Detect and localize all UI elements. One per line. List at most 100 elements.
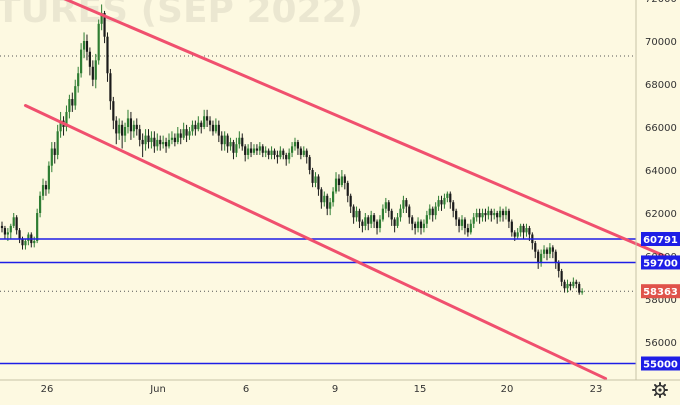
candle-body	[97, 23, 100, 61]
candle	[340, 170, 343, 188]
x-tick-label: Jun	[149, 384, 166, 395]
candle	[85, 34, 89, 61]
candle	[352, 204, 355, 224]
candle	[141, 133, 144, 158]
candle	[463, 217, 467, 235]
y-tick-label: 66000	[645, 123, 677, 134]
candle-body	[548, 247, 552, 254]
candle-body	[522, 225, 525, 233]
candle	[481, 208, 484, 222]
candle	[94, 53, 97, 89]
candle-body	[82, 41, 86, 50]
candle-body	[167, 139, 171, 147]
candle	[416, 217, 420, 233]
candle-body	[466, 228, 469, 233]
candle	[455, 208, 458, 226]
candle-body	[443, 197, 446, 205]
candle-body	[147, 135, 150, 143]
candle-body	[572, 281, 575, 287]
candle-body	[123, 127, 127, 136]
candle-body	[560, 271, 563, 282]
candle	[548, 243, 552, 259]
candle-body	[493, 213, 496, 216]
y-tick-label: 72000	[645, 0, 677, 5]
candle-body	[296, 142, 300, 149]
candle-body	[349, 195, 352, 207]
candle	[334, 172, 338, 194]
candle-body	[525, 228, 528, 233]
candle	[197, 116, 200, 132]
candle	[82, 32, 86, 59]
candle-body	[238, 137, 241, 145]
candle	[109, 68, 112, 110]
channel-upper-line	[63, 0, 680, 265]
candle-body	[490, 210, 493, 216]
last-price-badge-bg	[641, 284, 680, 299]
candle-body	[135, 124, 138, 130]
candle	[440, 195, 443, 211]
candle-body	[188, 131, 191, 136]
candle	[206, 109, 209, 127]
candle	[223, 131, 226, 151]
candle-body	[308, 157, 311, 170]
candle	[156, 133, 159, 151]
candle	[106, 32, 109, 82]
candle-body	[361, 221, 364, 226]
x-tick-label: 26	[41, 384, 54, 395]
candle	[343, 174, 346, 190]
candle-body	[378, 219, 382, 229]
candle	[159, 135, 162, 151]
candle	[472, 213, 475, 229]
x-tick-label: 23	[590, 384, 603, 395]
candle-body	[358, 210, 361, 222]
candle	[18, 228, 21, 244]
candle-body	[220, 135, 223, 145]
candle	[249, 142, 253, 158]
gear-icon[interactable]	[652, 382, 668, 398]
candle-body	[80, 49, 83, 74]
candle	[112, 96, 115, 130]
candle-body	[373, 215, 376, 222]
candle-body	[18, 230, 21, 239]
candle	[185, 124, 188, 143]
candle	[68, 94, 71, 119]
candle-body	[329, 202, 332, 209]
candle-body	[91, 66, 94, 80]
candle-body	[367, 217, 370, 224]
candle	[507, 208, 510, 229]
candle-body	[159, 139, 162, 145]
candle-body	[496, 213, 499, 218]
candle-body	[499, 210, 502, 218]
level-badge-55000-label: 55000	[643, 359, 678, 370]
candle	[115, 116, 118, 145]
candle-body	[419, 221, 423, 229]
candle	[302, 146, 305, 158]
candle	[132, 120, 135, 138]
candle-body	[320, 189, 323, 203]
candle	[255, 144, 259, 155]
candle	[490, 208, 493, 222]
candle	[402, 195, 405, 213]
candle	[581, 288, 584, 295]
candle-body	[150, 137, 153, 143]
candle	[261, 144, 264, 158]
level-badge-59700: 59700	[641, 255, 680, 270]
candle	[469, 219, 472, 235]
candle	[118, 118, 121, 140]
candle-body	[463, 219, 467, 229]
candle	[238, 131, 241, 149]
candle-body	[9, 225, 12, 233]
candle	[279, 146, 282, 160]
candle-body	[416, 221, 420, 229]
last-price-badge: 58363	[641, 284, 680, 299]
candle-body	[24, 240, 27, 246]
x-tick-label: 15	[414, 384, 427, 395]
candle	[457, 217, 461, 233]
candle-body	[21, 238, 24, 246]
candle	[452, 200, 455, 218]
candle	[331, 187, 335, 207]
candle	[545, 247, 549, 261]
candle-body	[77, 73, 80, 87]
candle	[329, 197, 332, 216]
